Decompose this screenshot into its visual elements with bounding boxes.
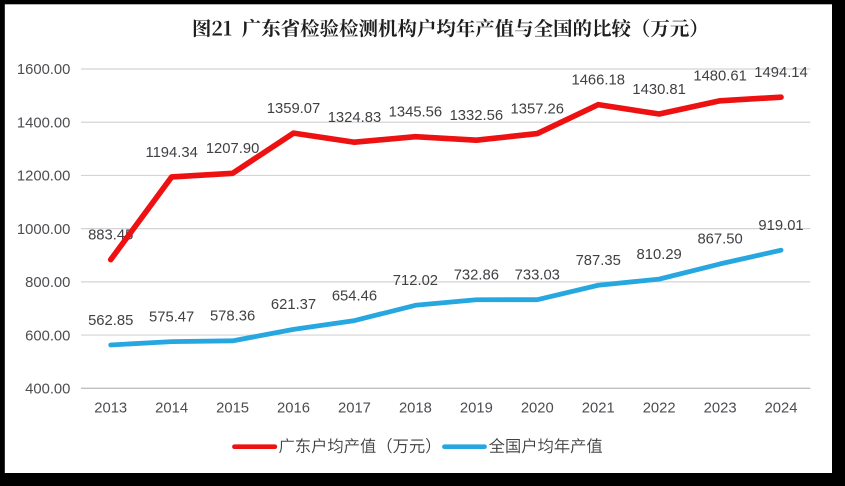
svg-text:800.00: 800.00 xyxy=(25,275,70,291)
svg-text:575.47: 575.47 xyxy=(149,309,194,325)
svg-text:733.03: 733.03 xyxy=(515,267,560,283)
svg-text:2019: 2019 xyxy=(460,400,493,416)
svg-text:1345.56: 1345.56 xyxy=(389,105,443,121)
svg-text:562.85: 562.85 xyxy=(88,313,133,329)
svg-text:867.50: 867.50 xyxy=(697,232,742,248)
svg-text:1400.00: 1400.00 xyxy=(17,115,71,131)
svg-text:600.00: 600.00 xyxy=(25,328,70,344)
svg-text:2014: 2014 xyxy=(155,400,188,416)
svg-text:1430.81: 1430.81 xyxy=(632,82,686,98)
svg-text:400.00: 400.00 xyxy=(25,382,70,398)
svg-text:1480.61: 1480.61 xyxy=(693,69,747,85)
svg-text:810.29: 810.29 xyxy=(637,247,682,263)
svg-text:1000.00: 1000.00 xyxy=(17,222,71,238)
svg-text:1466.18: 1466.18 xyxy=(571,72,625,88)
svg-text:712.02: 712.02 xyxy=(393,273,438,289)
svg-text:919.01: 919.01 xyxy=(758,218,803,234)
svg-text:883.45: 883.45 xyxy=(88,227,133,243)
svg-text:2024: 2024 xyxy=(765,400,798,416)
svg-text:2022: 2022 xyxy=(643,400,676,416)
svg-text:1324.83: 1324.83 xyxy=(328,110,382,126)
svg-text:1332.56: 1332.56 xyxy=(450,108,504,124)
svg-text:2023: 2023 xyxy=(704,400,737,416)
svg-text:787.35: 787.35 xyxy=(576,253,621,269)
svg-text:1207.90: 1207.90 xyxy=(206,141,260,157)
svg-text:654.46: 654.46 xyxy=(332,288,377,304)
svg-text:1600.00: 1600.00 xyxy=(17,62,71,78)
svg-text:2018: 2018 xyxy=(399,400,432,416)
svg-text:2021: 2021 xyxy=(582,400,615,416)
svg-text:1359.07: 1359.07 xyxy=(267,101,321,117)
svg-text:2020: 2020 xyxy=(521,400,554,416)
svg-text:2013: 2013 xyxy=(94,400,127,416)
svg-text:578.36: 578.36 xyxy=(210,309,255,325)
svg-text:2017: 2017 xyxy=(338,400,371,416)
svg-text:1200.00: 1200.00 xyxy=(17,169,71,185)
svg-text:2015: 2015 xyxy=(216,400,249,416)
svg-text:732.86: 732.86 xyxy=(454,268,499,284)
svg-text:2016: 2016 xyxy=(277,400,310,416)
svg-text:1357.26: 1357.26 xyxy=(511,101,565,117)
svg-text:621.37: 621.37 xyxy=(271,297,316,313)
svg-text:1194.34: 1194.34 xyxy=(145,145,197,161)
svg-text:1494.14: 1494.14 xyxy=(754,65,808,81)
